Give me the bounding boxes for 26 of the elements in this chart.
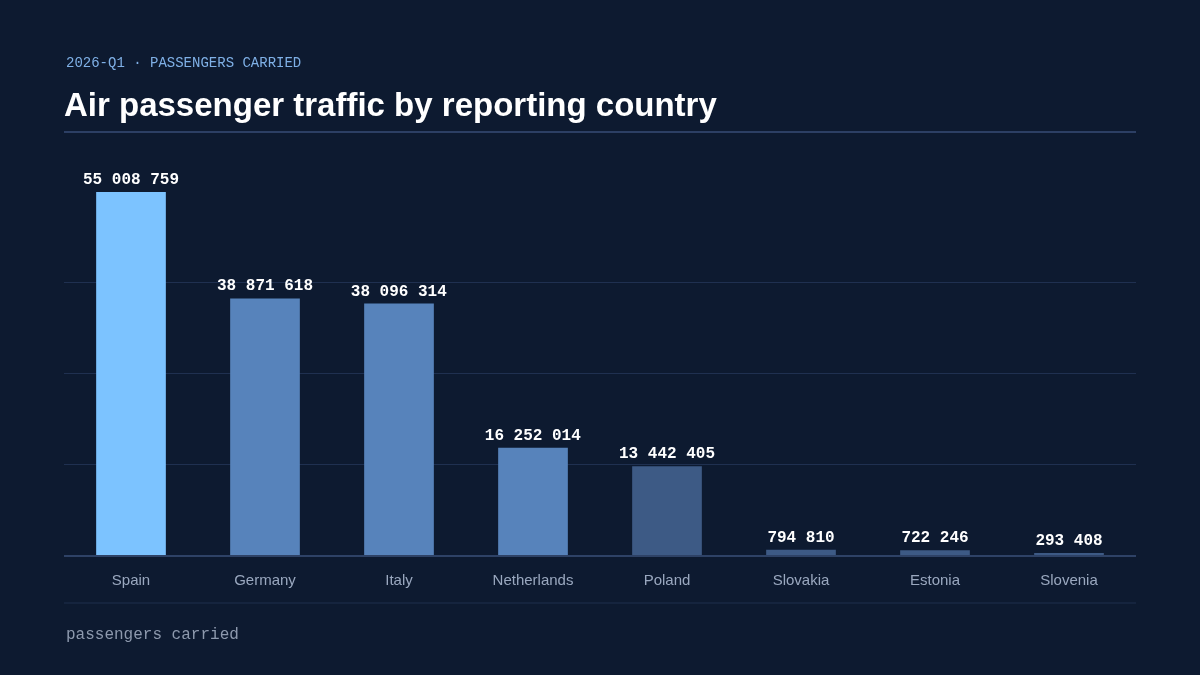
bar: [364, 303, 434, 555]
text: passengers carried: [66, 626, 239, 644]
x-tick-label: Poland: [643, 571, 691, 588]
data-label: 722 246: [901, 529, 969, 548]
bar: [230, 298, 300, 555]
bar: [498, 447, 568, 555]
x-tick-label: Netherlands: [492, 571, 574, 588]
data-label: 38 871 618: [216, 277, 314, 296]
bar: [632, 466, 702, 555]
bar: [96, 192, 166, 555]
data-label: 16 252 014: [484, 426, 582, 445]
chart-title: Air passenger traffic by reporting country: [64, 85, 718, 123]
x-tick-label: Slovakia: [772, 571, 830, 588]
x-tick-label: Estonia: [909, 571, 961, 588]
data-label: 13 442 405: [618, 445, 716, 464]
data-label: 55 008 759: [82, 171, 180, 189]
x-tick-label: Spain: [111, 571, 151, 588]
x-tick-label: Italy: [385, 571, 414, 588]
data-label: 38 096 314: [350, 282, 448, 301]
bar: [900, 550, 970, 555]
x-tick-label: Germany: [234, 571, 297, 588]
chart-subtitle: 2026-Q1 · PASSENGERS CARRIED: [66, 55, 302, 71]
x-tick-label: Slovenia: [1040, 571, 1099, 588]
bar: [766, 549, 836, 555]
data-label: 293 408: [1035, 532, 1103, 550]
data-label: 794 810: [767, 528, 835, 547]
